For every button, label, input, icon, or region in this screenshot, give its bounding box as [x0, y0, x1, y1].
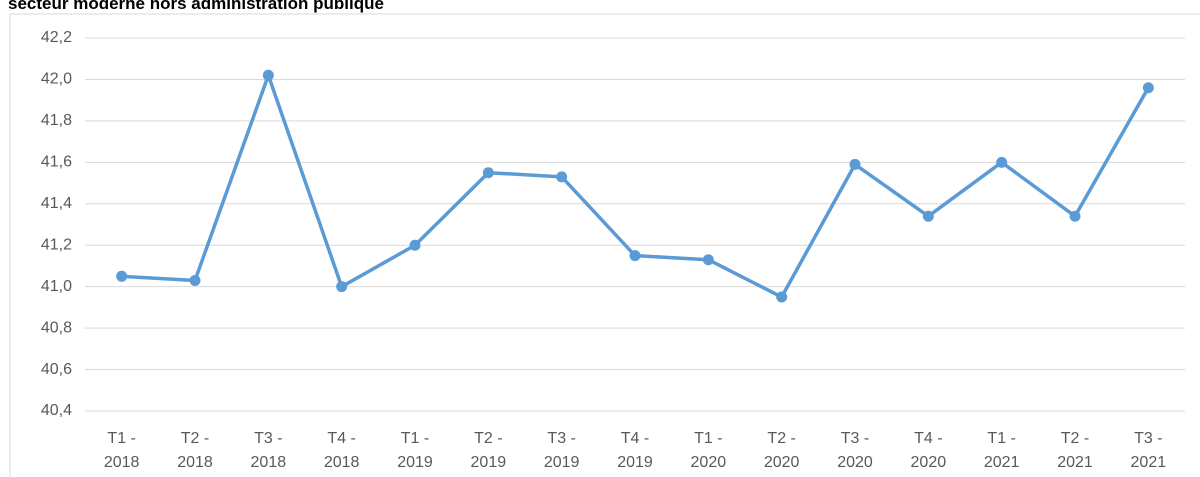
x-tick-label: T1 - 2020	[690, 430, 727, 471]
x-tick-label: T1 - 2019	[397, 430, 433, 471]
data-point	[336, 281, 348, 293]
data-point	[922, 210, 934, 222]
x-tick-label: T2 - 2018	[177, 430, 213, 471]
x-tick-label: T3 - 2020	[837, 430, 873, 471]
x-tick-label: T1 - 2018	[103, 430, 140, 471]
data-point	[189, 274, 201, 286]
y-tick-label: 40,8	[41, 319, 72, 336]
data-point	[702, 254, 714, 266]
x-tick-label: T2 - 2019	[470, 430, 507, 471]
data-point	[629, 250, 641, 262]
data-point	[116, 270, 128, 282]
chart-title: secteur moderne hors administration publ…	[8, 0, 384, 13]
data-point	[1142, 82, 1154, 94]
x-tick-label: T3 - 2021	[1130, 430, 1167, 471]
x-tick-label: T1 - 2021	[983, 430, 1020, 471]
x-tick-label: T4 - 2019	[617, 430, 653, 471]
data-point	[1069, 210, 1081, 222]
x-tick-label: T2 - 2020	[763, 430, 800, 471]
x-tick-label: T3 - 2019	[543, 430, 580, 471]
x-tick-label: T3 - 2018	[250, 430, 287, 471]
data-point	[409, 239, 421, 251]
y-tick-label: 41,0	[41, 278, 72, 295]
data-line	[121, 73, 1150, 299]
data-point	[482, 167, 494, 179]
y-tick-label: 40,4	[41, 402, 72, 419]
y-tick-label: 41,8	[41, 112, 72, 129]
y-tick-label: 41,2	[41, 236, 72, 253]
data-point	[776, 291, 788, 303]
y-tick-label: 41,6	[41, 154, 72, 171]
data-point	[849, 158, 861, 170]
data-point	[262, 69, 274, 81]
x-tick-label: T4 - 2018	[323, 430, 360, 471]
y-tick-label: 42,2	[41, 29, 72, 46]
y-tick-label: 42,0	[41, 71, 72, 88]
data-point	[996, 156, 1008, 168]
y-tick-label: 40,6	[41, 361, 72, 378]
x-tick-label: T2 - 2021	[1057, 430, 1093, 471]
data-point	[556, 171, 568, 183]
x-tick-label: T4 - 2020	[910, 430, 947, 471]
y-tick-label: 41,4	[41, 195, 72, 212]
